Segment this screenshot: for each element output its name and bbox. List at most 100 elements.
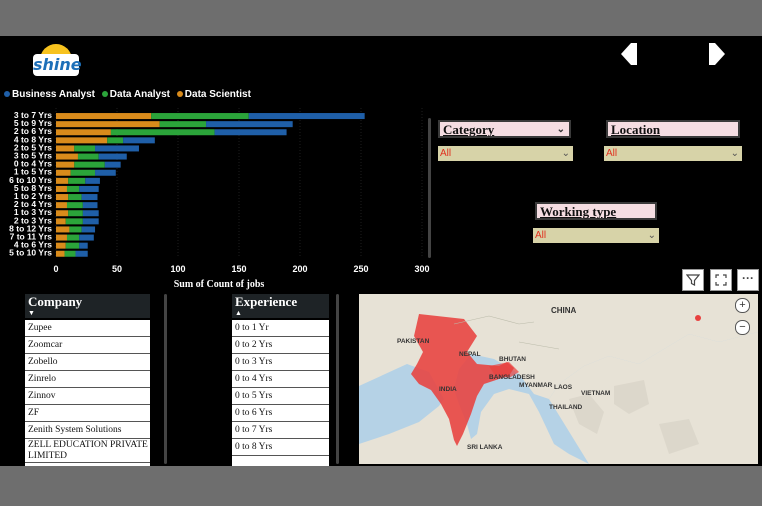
chart-scrollbar[interactable]	[428, 118, 431, 258]
company-scrollbar[interactable]	[164, 294, 167, 464]
bar-data-scientist[interactable]	[56, 137, 108, 144]
bar-data-analyst[interactable]	[68, 210, 83, 217]
category-slicer-header[interactable]: Category ⌄	[438, 120, 571, 138]
location-slicer-label: Location	[611, 122, 661, 137]
bar-data-analyst[interactable]	[64, 250, 76, 257]
bar-data-scientist[interactable]	[56, 153, 78, 160]
working-type-dropdown[interactable]: All ⌄	[533, 228, 659, 243]
company-list-item[interactable]: ZF	[25, 405, 150, 422]
focus-mode-icon[interactable]	[710, 269, 732, 291]
sort-desc-icon[interactable]: ▼	[28, 309, 35, 317]
next-page-button[interactable]	[705, 42, 727, 66]
location-slicer-header[interactable]: Location	[606, 120, 740, 138]
bar-data-scientist[interactable]	[56, 242, 66, 249]
y-tick-label: 1 to 5 Yrs	[14, 167, 52, 177]
bar-business-analyst[interactable]	[75, 250, 88, 257]
zoom-in-button[interactable]: +	[735, 298, 750, 313]
bar-data-analyst[interactable]	[66, 185, 80, 192]
bar-business-analyst[interactable]	[104, 161, 121, 168]
bar-business-analyst[interactable]	[95, 145, 139, 152]
previous-page-button[interactable]	[619, 42, 641, 66]
bar-data-analyst[interactable]	[65, 242, 80, 249]
legend-item[interactable]: Data Scientist	[176, 89, 251, 100]
bar-business-analyst[interactable]	[82, 218, 99, 225]
sort-asc-icon[interactable]: ▲	[235, 309, 242, 317]
bar-business-analyst[interactable]	[95, 169, 116, 176]
bar-business-analyst[interactable]	[82, 210, 99, 217]
bar-business-analyst[interactable]	[214, 129, 287, 136]
experience-list-item[interactable]: 0 to 4 Yrs	[232, 371, 329, 388]
experience-list-item[interactable]: 0 to 7 Yrs	[232, 422, 329, 439]
zoom-out-button[interactable]: −	[735, 320, 750, 335]
company-list-item[interactable]: Zobello	[25, 354, 150, 371]
bar-business-analyst[interactable]	[98, 153, 127, 160]
bar-data-analyst[interactable]	[159, 121, 207, 128]
working-type-value: All	[535, 230, 547, 241]
experience-list-item[interactable]: 0 to 5 Yrs	[232, 388, 329, 405]
bar-data-scientist[interactable]	[56, 185, 67, 192]
bar-business-analyst[interactable]	[206, 121, 293, 128]
bar-data-analyst[interactable]	[151, 113, 249, 120]
bar-data-analyst[interactable]	[74, 145, 96, 152]
bar-data-analyst[interactable]	[110, 129, 215, 136]
bar-data-scientist[interactable]	[56, 226, 70, 233]
bar-data-analyst[interactable]	[107, 137, 124, 144]
legend-item[interactable]: Business Analyst	[4, 89, 95, 100]
bar-business-analyst[interactable]	[248, 113, 365, 120]
bar-business-analyst[interactable]	[81, 194, 98, 201]
bar-data-scientist[interactable]	[56, 145, 75, 152]
bar-data-analyst[interactable]	[66, 234, 80, 241]
bar-data-analyst[interactable]	[74, 161, 105, 168]
bar-data-scientist[interactable]	[56, 161, 75, 168]
bar-data-analyst[interactable]	[70, 169, 96, 176]
location-dropdown[interactable]: All ⌄	[604, 146, 742, 161]
bar-data-analyst[interactable]	[68, 177, 86, 184]
company-list-item[interactable]: Zenith System Solutions	[25, 422, 150, 439]
company-list-item[interactable]: Zinnov	[25, 388, 150, 405]
experience-list-item[interactable]: 0 to 3 Yrs	[232, 354, 329, 371]
bar-business-analyst[interactable]	[123, 137, 155, 144]
bar-business-analyst[interactable]	[82, 202, 98, 209]
company-list-item[interactable]: Zoomcar	[25, 337, 150, 354]
bar-data-analyst[interactable]	[69, 226, 82, 233]
bar-data-analyst[interactable]	[77, 153, 99, 160]
bar-data-analyst[interactable]	[66, 202, 83, 209]
bar-data-scientist[interactable]	[56, 250, 65, 257]
bar-data-scientist[interactable]	[56, 169, 71, 176]
bar-data-scientist[interactable]	[56, 202, 67, 209]
category-dropdown[interactable]: All ⌄	[438, 146, 573, 161]
bar-data-scientist[interactable]	[56, 234, 67, 241]
india-jobs-map[interactable]: CHINA NEPAL PAKISTAN INDIA MYANMAR THAIL…	[359, 294, 758, 464]
bar-business-analyst[interactable]	[85, 177, 100, 184]
map-label-nepal: NEPAL	[459, 351, 481, 358]
experience-list-item[interactable]: 0 to 1 Yr	[232, 320, 329, 337]
india-highlight-region	[411, 314, 514, 446]
experience-list-item[interactable]: 0 to 2 Yrs	[232, 337, 329, 354]
more-options-icon[interactable]: ···	[737, 269, 759, 291]
bar-data-analyst[interactable]	[65, 218, 83, 225]
bar-data-scientist[interactable]	[56, 129, 111, 136]
experience-list-item[interactable]: 0 to 6 Yrs	[232, 405, 329, 422]
filter-icon[interactable]	[682, 269, 704, 291]
experience-list-item[interactable]: 0 to 8 Yrs	[232, 439, 329, 456]
x-tick-label: 200	[292, 264, 307, 274]
bar-data-scientist[interactable]	[56, 177, 69, 184]
bar-business-analyst[interactable]	[81, 226, 96, 233]
legend-item[interactable]: Data Analyst	[101, 89, 170, 100]
bar-business-analyst[interactable]	[79, 185, 99, 192]
bar-data-analyst[interactable]	[68, 194, 82, 201]
bar-data-scientist[interactable]	[56, 194, 69, 201]
bar-data-scientist[interactable]	[56, 218, 66, 225]
working-type-slicer-header[interactable]: Working type	[535, 202, 657, 220]
company-list-item[interactable]: Zupee	[25, 320, 150, 337]
company-list-item[interactable]: ZELL EDUCATION PRIVATE LIMITED	[25, 439, 150, 463]
bar-data-scientist[interactable]	[56, 121, 160, 128]
experience-scrollbar[interactable]	[336, 294, 339, 464]
bar-business-analyst[interactable]	[79, 234, 94, 241]
bar-business-analyst[interactable]	[79, 242, 88, 249]
bar-data-scientist[interactable]	[56, 113, 152, 120]
company-list-item[interactable]: Zinrelo	[25, 371, 150, 388]
x-tick-label: 300	[414, 264, 429, 274]
bar-data-scientist[interactable]	[56, 210, 69, 217]
